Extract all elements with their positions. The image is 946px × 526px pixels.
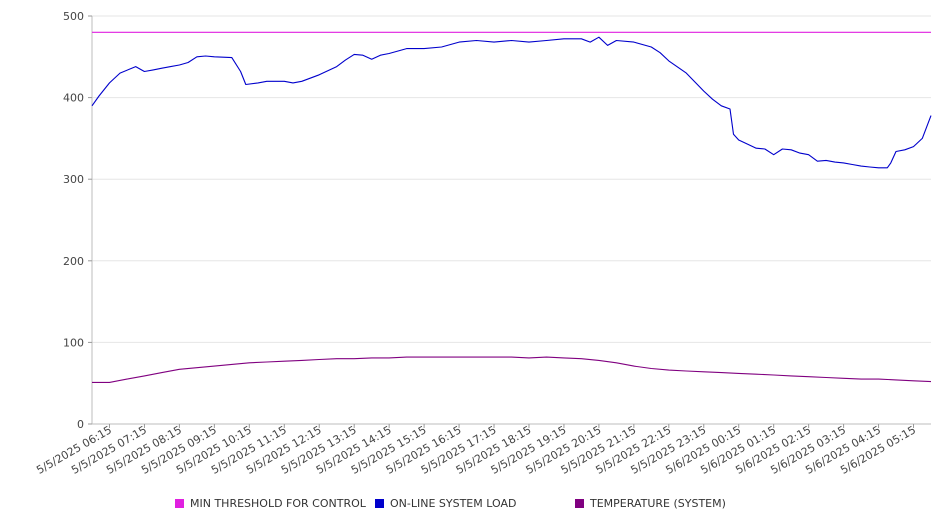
y-axis-ticks: 0 100 200 300 400 500: [63, 10, 92, 431]
gridlines: [92, 15, 931, 343]
system-load-line: [91, 36, 932, 169]
legend-swatch-threshold: [175, 499, 184, 508]
y-tick-label: 500: [63, 10, 84, 23]
legend-label-threshold: MIN THRESHOLD FOR CONTROL: [190, 497, 366, 510]
axes: [91, 16, 931, 425]
y-tick-label: 200: [63, 255, 84, 268]
legend-item-temperature[interactable]: TEMPERATURE (SYSTEM): [575, 497, 726, 510]
temperature-line: [92, 356, 932, 383]
y-tick-label: 400: [63, 92, 84, 105]
legend-item-threshold[interactable]: MIN THRESHOLD FOR CONTROL: [175, 497, 366, 510]
legend: MIN THRESHOLD FOR CONTROL ON-LINE SYSTEM…: [0, 497, 946, 515]
y-tick-label: 300: [63, 173, 84, 186]
legend-label-system-load: ON-LINE SYSTEM LOAD: [390, 497, 517, 510]
series-lines: [91, 31, 932, 383]
y-tick-label: 100: [63, 336, 84, 349]
legend-swatch-system-load: [375, 499, 384, 508]
legend-item-system-load[interactable]: ON-LINE SYSTEM LOAD: [375, 497, 516, 510]
legend-label-temperature: TEMPERATURE (SYSTEM): [590, 497, 726, 510]
y-tick-label: 0: [77, 418, 84, 431]
x-axis-ticks: 5/5/2025 06:155/5/2025 07:155/5/2025 08:…: [34, 423, 918, 477]
legend-swatch-temperature: [575, 499, 584, 508]
